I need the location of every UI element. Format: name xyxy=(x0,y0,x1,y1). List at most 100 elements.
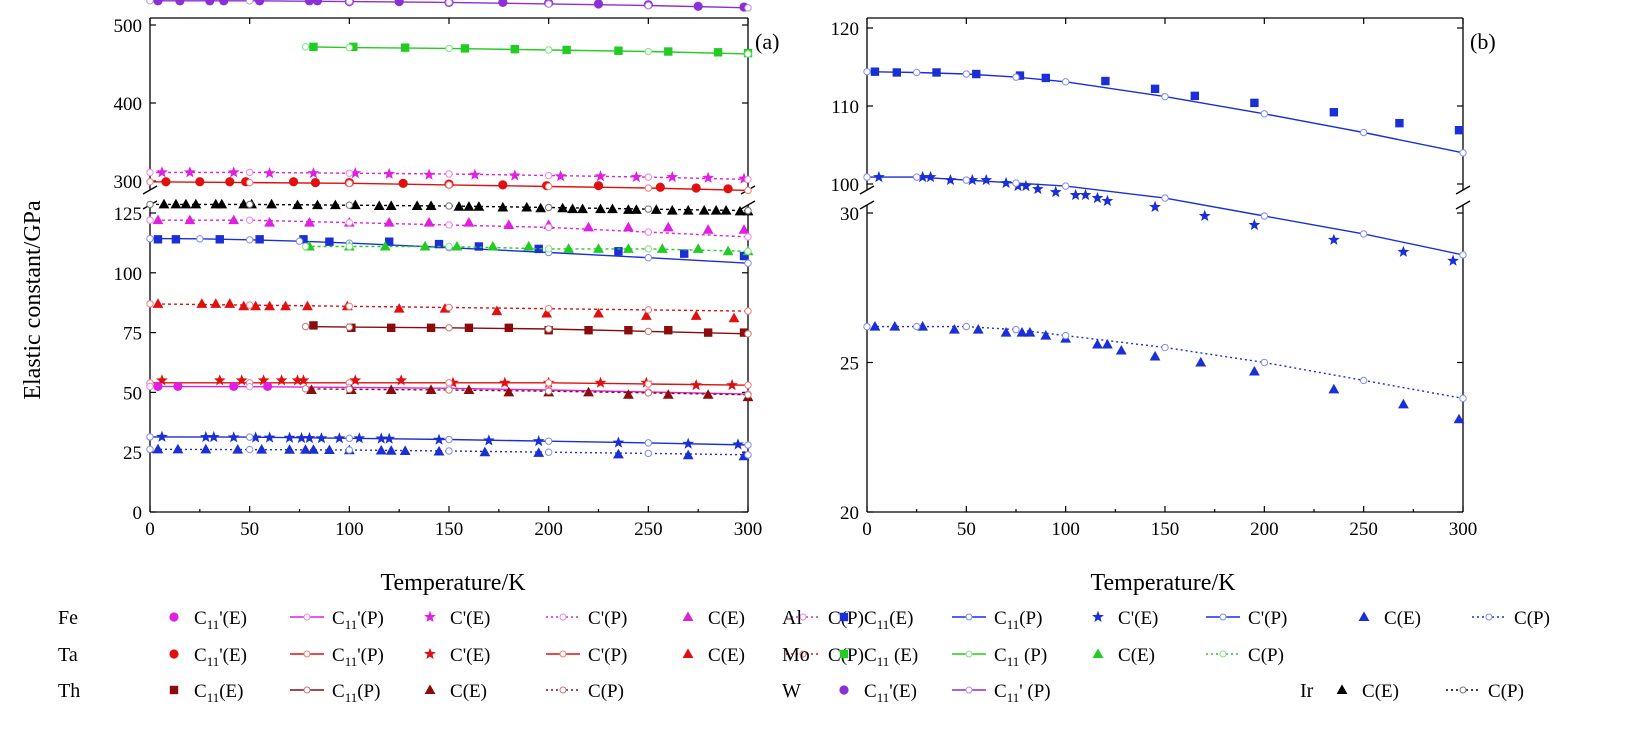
axis-break-mark xyxy=(142,185,158,195)
calc-point xyxy=(301,43,310,51)
legend-item: C(P) xyxy=(1206,645,1284,666)
data-point xyxy=(1069,188,1082,201)
series-mo-calc xyxy=(301,43,752,58)
calc-point xyxy=(445,221,453,229)
data-point xyxy=(385,237,394,246)
calc-point xyxy=(445,170,453,178)
data-point xyxy=(1041,73,1050,83)
y-ticks xyxy=(867,27,1463,513)
series-al-calc xyxy=(863,67,1467,157)
calc-point xyxy=(744,175,752,184)
series-al-exp xyxy=(873,170,1459,266)
legend-row-al: Al C11(E) C11(P) C'(E) C'(P) C(E) C(P) xyxy=(782,607,1550,632)
data-point xyxy=(473,201,485,211)
data-point xyxy=(521,201,533,212)
legend-item: C11'(E) xyxy=(839,681,917,705)
calc-point xyxy=(544,182,553,191)
legend-label: C'(E) xyxy=(450,645,490,666)
calc-point xyxy=(146,200,154,209)
data-point xyxy=(255,235,264,244)
legend-item: C11(P) xyxy=(290,681,380,705)
legend-calc-marker xyxy=(559,613,567,621)
data-point xyxy=(623,243,634,253)
data-point xyxy=(656,243,668,253)
legend-item: C(E) xyxy=(1092,645,1155,666)
x-tick-label: 200 xyxy=(534,519,563,540)
data-point xyxy=(614,247,623,256)
data-point xyxy=(1101,76,1110,86)
calc-point xyxy=(445,44,453,53)
legend-label: C(P) xyxy=(1248,645,1284,666)
legend-item: C'(E) xyxy=(424,608,490,629)
data-point xyxy=(216,198,228,209)
data-point xyxy=(966,173,979,186)
data-point xyxy=(395,374,408,386)
legend-marker xyxy=(169,612,179,622)
data-point xyxy=(738,224,750,234)
calc-point xyxy=(345,323,354,331)
data-point xyxy=(256,443,268,454)
data-point xyxy=(1398,398,1409,409)
data-point xyxy=(224,298,236,308)
y-axis-label: Elastic constant/GPa xyxy=(20,200,46,400)
data-point xyxy=(691,183,701,193)
data-point xyxy=(713,48,723,57)
data-point xyxy=(533,447,545,457)
data-point xyxy=(613,448,624,459)
calc-point xyxy=(245,0,254,5)
data-point xyxy=(1328,383,1340,394)
data-point xyxy=(664,326,673,335)
calc-point xyxy=(644,389,653,397)
calc-point xyxy=(1012,179,1020,187)
legend-label: C11'(P) xyxy=(332,645,384,669)
series-mo-calc xyxy=(301,242,752,255)
calc-point xyxy=(912,68,921,77)
legend-item: C11'(P) xyxy=(290,608,384,632)
data-point xyxy=(1049,185,1062,198)
calc-point xyxy=(744,186,752,195)
data-point xyxy=(1249,365,1260,376)
calc-point xyxy=(544,0,553,8)
legend-item: C(E) xyxy=(1336,681,1399,702)
data-point xyxy=(563,243,574,253)
series-al-calc xyxy=(863,173,1467,259)
data-point xyxy=(640,310,652,320)
x-tick-label: 250 xyxy=(634,519,663,540)
data-point xyxy=(451,240,463,251)
y-tick-label: 100 xyxy=(831,175,860,196)
calc-point xyxy=(644,173,653,181)
calc-point xyxy=(146,300,154,308)
data-point xyxy=(297,374,310,386)
calc-point xyxy=(245,200,254,209)
calc-point xyxy=(1061,331,1070,340)
data-point xyxy=(1150,84,1160,94)
legend-element-label: Mo xyxy=(782,644,810,666)
calc-point xyxy=(744,233,752,241)
calc-point xyxy=(544,203,553,212)
calc-point xyxy=(863,173,871,181)
data-point xyxy=(503,219,515,229)
calc-point xyxy=(1260,358,1269,367)
data-point xyxy=(534,244,543,254)
data-point xyxy=(739,328,749,337)
calc-point xyxy=(345,218,354,227)
data-point xyxy=(1328,233,1340,245)
calc-point xyxy=(245,445,254,454)
legend-item: C(P) xyxy=(1446,681,1524,702)
data-point xyxy=(474,242,484,251)
data-point xyxy=(1040,329,1052,340)
legend-marker xyxy=(424,684,436,694)
data-point xyxy=(235,374,248,386)
data-point xyxy=(593,181,604,191)
legend-label: C(E) xyxy=(1384,608,1421,629)
data-point xyxy=(1115,344,1127,355)
data-point xyxy=(1015,71,1025,80)
y-tick-label: 50 xyxy=(123,383,142,404)
legend-item: C11' (P) xyxy=(952,681,1051,705)
x-tick-label: 150 xyxy=(1151,519,1180,540)
legend-marker xyxy=(169,649,179,659)
calc-point xyxy=(1061,78,1070,86)
series-al-calc xyxy=(863,322,1467,403)
legend-marker xyxy=(169,685,179,695)
